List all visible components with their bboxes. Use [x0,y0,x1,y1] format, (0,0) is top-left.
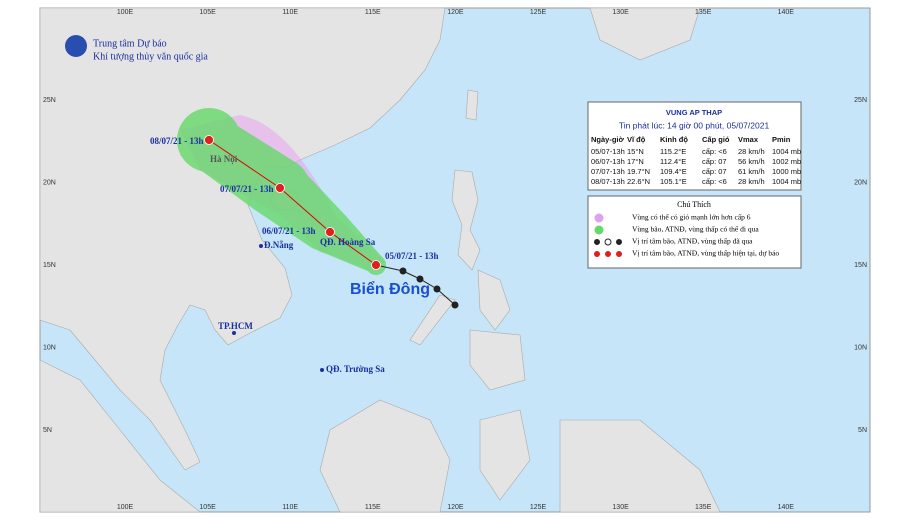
lat-label: 10N [43,344,56,351]
lon-label: 120E [447,504,464,511]
table-cell: 109.4°E [660,167,687,176]
lat-label: 25N [43,97,56,104]
past-positions [399,267,459,309]
city-dot [232,331,236,335]
table-cell: 1000 mb [772,167,801,176]
table-cell: 1004 mb [772,177,801,186]
lon-label: 110E [282,504,298,511]
logo [65,35,87,57]
legend [587,195,802,269]
legend-text: Vị trí tâm bão, ATNĐ, vùng thấp hiện tại… [632,249,779,258]
table-header: Vmax [738,135,759,144]
table-cell: 05/07-13h [591,147,625,156]
table-cell: 08/07-13h [591,177,625,186]
table-cell: 1004 mb [772,147,801,156]
legend-text: Vùng bão, ATNĐ, vùng thấp có thể đi qua [632,225,759,234]
legend-swatch [594,225,604,235]
lon-label: 130E [612,504,629,511]
lat-label: 20N [854,179,867,186]
table-cell: 19.7°N [627,167,650,176]
lon-label: 140E [778,9,795,16]
track-label: 05/07/21 - 13h [385,251,439,261]
lat-label: 20N [43,179,56,186]
legend-text: Vị trí tâm bão, ATNĐ, vùng thấp đã qua [632,237,753,246]
table-header: Cấp gió [702,135,730,144]
track-label: 06/07/21 - 13h [262,226,316,236]
lon-label: 130E [612,9,629,16]
table-cell: cấp: 07 [702,157,727,166]
lon-label: 105E [199,9,216,16]
track-label: 07/07/21 - 13h [220,184,274,194]
lon-label: 120E [447,9,464,16]
place-label: Hà Nội [210,154,238,164]
lat-label: 5N [858,427,867,434]
table-cell: 1002 mb [772,157,801,166]
info-table [587,101,802,191]
lon-label: 105E [199,504,216,511]
lon-label: 115E [365,504,381,511]
table-cell: 28 km/h [738,147,765,156]
table-cell: 115.2°E [660,147,686,156]
legend-swatch [594,238,622,246]
table-cell: 07/07-13h [591,167,625,176]
table-header: Pmin [772,135,791,144]
sea-label: Biển Đông [350,280,430,298]
table-cell: 56 km/h [738,157,765,166]
table-body: Ngày-giờ Vĩ độ Kinh độ Cấp gió Vmax Pmin 05/07… [591,135,801,186]
legend-swatch [594,213,604,223]
lon-label: 135E [695,504,712,511]
table-header: Vĩ độ [627,135,646,144]
org-name: Trung tâm Dự báo [93,38,167,49]
lon-label: 140E [778,504,795,511]
table-cell: 06/07-13h [591,157,625,166]
legend-swatch [594,251,622,257]
table-cell: 15°N [627,147,644,156]
lon-label: 125E [530,9,547,16]
place-label: QĐ. Trường Sa [326,364,385,374]
graticule-labels: 100E 100E 105E 105E 110E 110E 115E 115E 120E 120E… [43,9,867,511]
table-cell: cấp: <6 [702,147,727,156]
lat-label: 15N [43,262,56,269]
table-cell: 28 km/h [738,177,765,186]
table-cell: 17°N [627,157,644,166]
lat-label: 5N [43,427,52,434]
table-cell: 112.4°E [660,157,686,166]
lon-label: 135E [695,9,712,16]
table-header: Ngày-giờ [591,135,625,144]
lat-label: 15N [854,262,867,269]
table-issued: Tin phát lúc: 14 giờ 00 phút, 05/07/2021 [619,120,770,130]
place-label: QĐ. Hoàng Sa [320,237,376,247]
table-cell: 61 km/h [738,167,765,176]
lon-label: 100E [117,9,134,16]
forecast-positions [204,135,381,270]
lat-label: 25N [854,97,867,104]
table-cell: 22.6°N [627,177,650,186]
table-header: Kinh độ [660,135,688,144]
table-title: VUNG AP THAP [666,108,722,117]
legend-title: Chú Thích [677,200,711,209]
lon-label: 100E [117,504,134,511]
track-label: 08/07/21 - 13h [150,136,204,146]
lon-label: 125E [530,504,547,511]
lat-label: 10N [854,344,867,351]
lon-label: 115E [365,9,381,16]
place-label: TP.HCM [218,321,253,331]
table-cell: 105.1°E [660,177,687,186]
lon-label: 110E [282,9,298,16]
table-cell: cấp: 07 [702,167,727,176]
legend-text: Vùng có thể có gió mạnh lớn hơn cấp 6 [632,213,751,222]
forecast-track [208,139,377,266]
city-dot [259,244,263,248]
land [39,7,721,513]
table-cell: cấp: <6 [702,177,727,186]
island-dot [320,368,324,372]
place-label: Đ.Nẵng [264,240,294,250]
org-name: Khí tượng thủy văn quốc gia [93,51,208,62]
